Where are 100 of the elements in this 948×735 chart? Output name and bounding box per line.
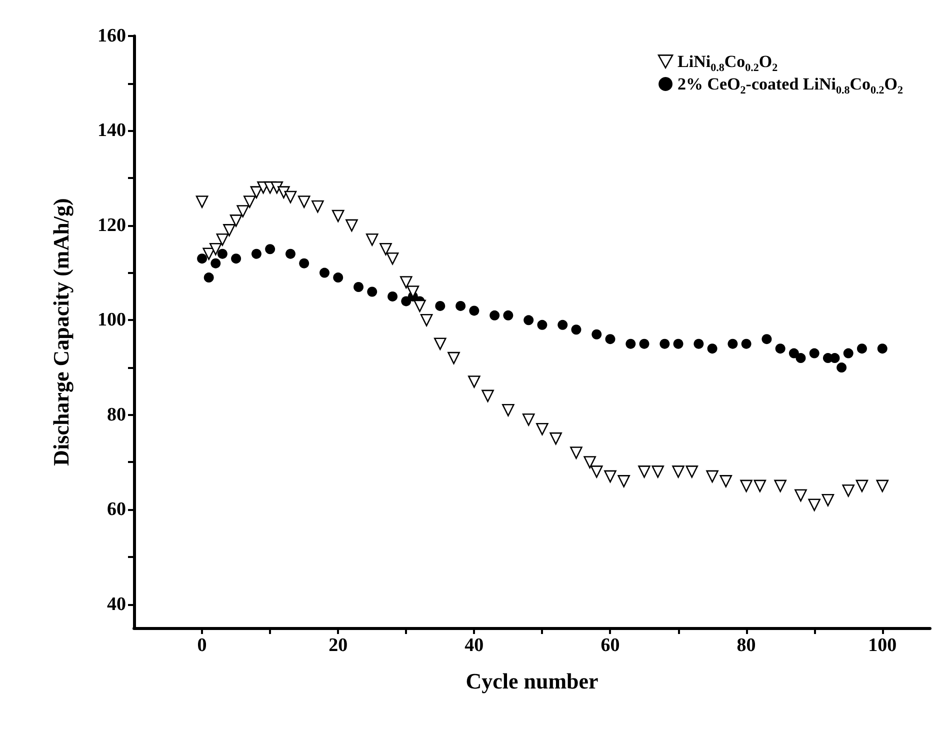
point: [672, 466, 684, 478]
point: [401, 296, 412, 306]
point: [843, 348, 854, 358]
y-tick-label: 40: [107, 594, 126, 615]
point: [550, 432, 562, 445]
point: [468, 376, 480, 388]
point: [202, 248, 215, 260]
point: [435, 300, 446, 311]
x-tick-label: 80: [736, 635, 756, 656]
point: [877, 344, 888, 354]
point: [197, 254, 208, 264]
point: [333, 272, 344, 283]
point: [856, 480, 868, 492]
point: [876, 480, 889, 492]
point: [604, 470, 616, 483]
y-tick-label: 120: [98, 214, 126, 236]
point: [694, 338, 704, 349]
point: [285, 248, 296, 259]
point: [686, 466, 698, 478]
point: [626, 338, 636, 349]
point: [354, 282, 364, 292]
point: [231, 254, 242, 264]
point: [367, 286, 378, 297]
point: [536, 422, 548, 436]
point: [660, 338, 670, 349]
point: [762, 334, 772, 344]
point: [210, 258, 221, 268]
y-axis-title: Discharge Capacity (mAh/g): [48, 198, 74, 466]
point: [386, 252, 399, 265]
point: [720, 475, 732, 488]
point: [388, 291, 398, 302]
point: [558, 320, 568, 330]
point: [571, 324, 582, 335]
point: [209, 242, 222, 256]
point: [856, 344, 867, 354]
point: [469, 306, 480, 316]
point: [524, 315, 534, 326]
point: [788, 348, 799, 358]
y-tick-label: 100: [98, 310, 126, 331]
point: [204, 272, 214, 283]
x-tick-label: 40: [464, 635, 484, 656]
x-axis-title: Cycle number: [466, 668, 599, 694]
point: [775, 344, 786, 354]
x-tick-label: 60: [600, 635, 620, 656]
point: [244, 196, 256, 208]
y-tick-label: 160: [98, 26, 126, 46]
point: [728, 338, 738, 349]
x-tick-label: 100: [868, 635, 897, 656]
x-tick-label: 0: [197, 635, 207, 656]
point: [605, 334, 616, 344]
point: [754, 480, 766, 492]
point: [482, 390, 494, 402]
point: [216, 234, 229, 246]
point: [639, 338, 650, 349]
point: [570, 446, 582, 459]
point: [456, 300, 466, 311]
point: [741, 338, 752, 349]
point: [774, 480, 786, 492]
point: [706, 470, 718, 483]
point: [299, 258, 310, 268]
point: [278, 186, 290, 198]
point: [522, 413, 535, 426]
point: [740, 480, 752, 492]
point: [809, 348, 820, 358]
point: [230, 214, 242, 227]
point: [312, 200, 324, 213]
point: [808, 498, 820, 512]
point: [592, 329, 602, 340]
point: [638, 466, 650, 478]
point: [794, 489, 807, 502]
point: [842, 484, 855, 497]
point: [707, 344, 718, 354]
point: [448, 352, 460, 364]
point: [284, 190, 297, 204]
point: [618, 475, 630, 488]
point: [420, 314, 433, 326]
point: [414, 300, 426, 312]
point: [298, 196, 310, 208]
point: [502, 404, 514, 416]
point: [652, 466, 664, 478]
point: [673, 338, 684, 349]
x-tick-label: 20: [328, 635, 348, 656]
point: [217, 248, 228, 259]
point: [822, 494, 834, 506]
point: [434, 338, 446, 350]
point: [251, 248, 262, 259]
point: [590, 466, 603, 478]
point: [503, 310, 514, 320]
point: [400, 276, 412, 288]
point: [490, 310, 500, 320]
point: [366, 234, 378, 246]
y-tick-label: 140: [98, 120, 126, 142]
point: [584, 456, 596, 468]
point: [196, 196, 208, 208]
y-tick-label: 80: [107, 404, 126, 426]
point: [796, 353, 806, 364]
point: [332, 210, 344, 222]
point: [537, 320, 548, 330]
point: [836, 362, 847, 373]
point: [223, 224, 236, 236]
